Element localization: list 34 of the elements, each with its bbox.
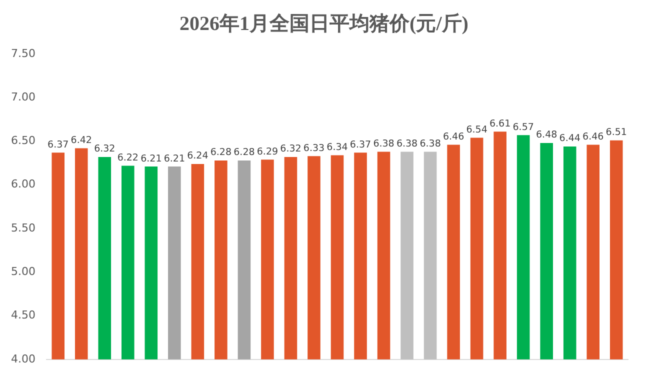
data-label: 6.46 (582, 131, 604, 142)
data-label: 6.48 (536, 130, 558, 141)
data-label: 6.37 (350, 139, 372, 150)
y-tick-label: 5.00 (10, 265, 36, 278)
chart-title: 2026年1月全国日平均猪价(元/斤) (178, 12, 470, 37)
y-tick-label: 6.00 (10, 178, 36, 191)
data-label: 6.24 (187, 150, 208, 162)
data-label: 6.61 (489, 118, 511, 130)
y-tick-label: 7.00 (10, 90, 36, 104)
data-label: 6.37 (48, 139, 69, 150)
data-label: 6.34 (326, 142, 348, 153)
data-label: 6.57 (512, 122, 534, 133)
y-tick-label: 4.50 (10, 308, 36, 322)
data-label: 6.54 (466, 124, 488, 136)
data-label: 6.22 (117, 152, 138, 164)
data-label: 6.28 (210, 147, 232, 158)
data-label: 6.21 (140, 153, 162, 164)
data-label: 6.21 (164, 153, 185, 164)
data-label: 6.51 (606, 127, 627, 138)
y-tick-label: 6.50 (10, 134, 36, 148)
data-label: 6.28 (234, 147, 255, 158)
data-label: 6.33 (303, 142, 325, 154)
data-label: 6.42 (70, 134, 92, 146)
data-label: 6.29 (256, 146, 278, 158)
data-label: 6.38 (396, 138, 418, 150)
y-tick-label: 5.50 (10, 221, 36, 234)
data-label: 6.44 (559, 133, 580, 144)
data-label: 6.38 (373, 138, 394, 150)
y-tick-label: 4.00 (10, 352, 36, 366)
data-label: 6.32 (280, 144, 302, 155)
y-tick-label: 7.50 (10, 46, 36, 60)
data-label: 6.38 (420, 138, 441, 150)
data-label: 6.46 (442, 131, 464, 142)
data-label: 6.32 (94, 144, 116, 155)
